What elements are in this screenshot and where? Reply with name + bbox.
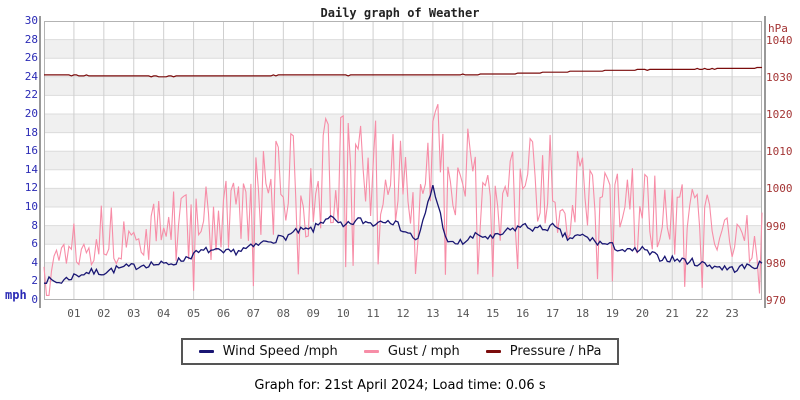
y-axis-left-tick-label: 28: [24, 32, 38, 46]
x-axis-tick-label: 10: [336, 307, 350, 320]
y-axis-left-tick-label: 0: [31, 293, 38, 306]
x-axis-tick-label: 03: [127, 307, 141, 320]
legend-item-label: Wind Speed /mph: [222, 344, 338, 359]
y-axis-left-tick-label: 20: [24, 107, 38, 120]
left-axis-line: [39, 16, 41, 308]
y-axis-left-tick-label: 30: [24, 14, 38, 27]
y-axis-right-tick-label: 980: [766, 256, 786, 270]
y-axis-right-tick-label: 1010: [766, 145, 793, 159]
x-axis-tick-label: 02: [97, 307, 111, 320]
y-axis-right-unit-label: hPa: [768, 22, 788, 35]
y-axis-left-tick-label: 14: [24, 162, 38, 176]
y-axis-left-unit-label: mph: [5, 288, 27, 302]
y-axis-left-tick-label: 26: [24, 51, 38, 65]
gust-series-line: [43, 104, 763, 296]
y-axis-left-tick-label: 10: [24, 200, 38, 213]
y-axis-right-tick-label: 1030: [766, 70, 793, 84]
legend-item-label: Gust / mph: [387, 344, 460, 359]
x-axis-tick-label: 19: [605, 307, 620, 320]
wind-speed-swatch-icon: [198, 350, 214, 353]
legend-item-label: Pressure / hPa: [509, 344, 602, 359]
legend-item-gust: Gust / mph: [363, 344, 460, 359]
y-axis-left-tick-label: 12: [24, 181, 38, 195]
y-axis-left-tick-label: 2: [31, 274, 38, 288]
x-axis-tick-label: 11: [366, 307, 380, 320]
y-axis-right-tick-label: 970: [766, 294, 786, 307]
x-axis-tick-label: 04: [157, 307, 171, 320]
right-axis-line: [764, 16, 766, 308]
x-axis-tick-label: 08: [276, 307, 290, 320]
pressure-swatch-icon: [485, 350, 501, 353]
chart-plot-area: [39, 16, 766, 308]
y-axis-left-tick-label: 4: [31, 255, 38, 269]
x-axis-tick-label: 13: [426, 307, 440, 320]
x-axis-tick-label: 20: [635, 307, 649, 320]
x-axis-tick-label: 14: [456, 307, 470, 320]
graph-footer: Graph for: 21st April 2024; Load time: 0…: [254, 378, 546, 393]
y-axis-left-tick-label: 8: [31, 218, 38, 232]
x-axis-tick-label: 18: [575, 307, 590, 320]
y-axis-right-tick-label: 1040: [766, 33, 793, 47]
x-axis-tick-label: 01: [67, 307, 81, 320]
gust-swatch-icon: [363, 350, 379, 353]
x-axis-tick-label: 09: [306, 307, 320, 320]
legend-item-wind-speed: Wind Speed /mph: [198, 344, 338, 359]
y-axis-left-tick-label: 22: [24, 88, 38, 102]
chart-title: Daily graph of Weather: [320, 6, 480, 20]
x-axis-tick-label: 21: [665, 307, 679, 320]
legend: Wind Speed /mph Gust / mph Pressure / hP…: [0, 338, 800, 365]
x-axis-tick-label: 05: [186, 307, 201, 320]
wind-speed-series-line: [43, 184, 763, 284]
y-axis-left-tick-label: 16: [24, 144, 38, 158]
y-axis-right-tick-label: 1020: [766, 108, 793, 121]
x-axis-tick-label: 15: [486, 307, 500, 320]
y-axis-left-tick-label: 6: [31, 237, 38, 251]
pressure-series-line: [44, 66, 762, 78]
x-axis-tick-label: 16: [516, 307, 530, 320]
y-axis-left-tick-label: 24: [24, 69, 38, 83]
x-axis-tick-label: 06: [216, 307, 231, 320]
y-axis-right-tick-label: 990: [766, 219, 786, 233]
y-axis-right-tick-label: 1000: [766, 182, 793, 196]
legend-item-pressure: Pressure / hPa: [485, 344, 602, 359]
y-axis-left-tick-label: 18: [24, 125, 38, 139]
legend-box: Wind Speed /mph Gust / mph Pressure / hP…: [180, 338, 620, 365]
x-axis-tick-label: 07: [246, 307, 261, 320]
plot-border: [44, 21, 762, 300]
x-axis-tick-label: 23: [725, 307, 739, 320]
x-axis-tick-label: 12: [396, 307, 410, 320]
x-axis-tick-label: 22: [695, 307, 709, 320]
x-axis-tick-label: 17: [545, 307, 560, 320]
